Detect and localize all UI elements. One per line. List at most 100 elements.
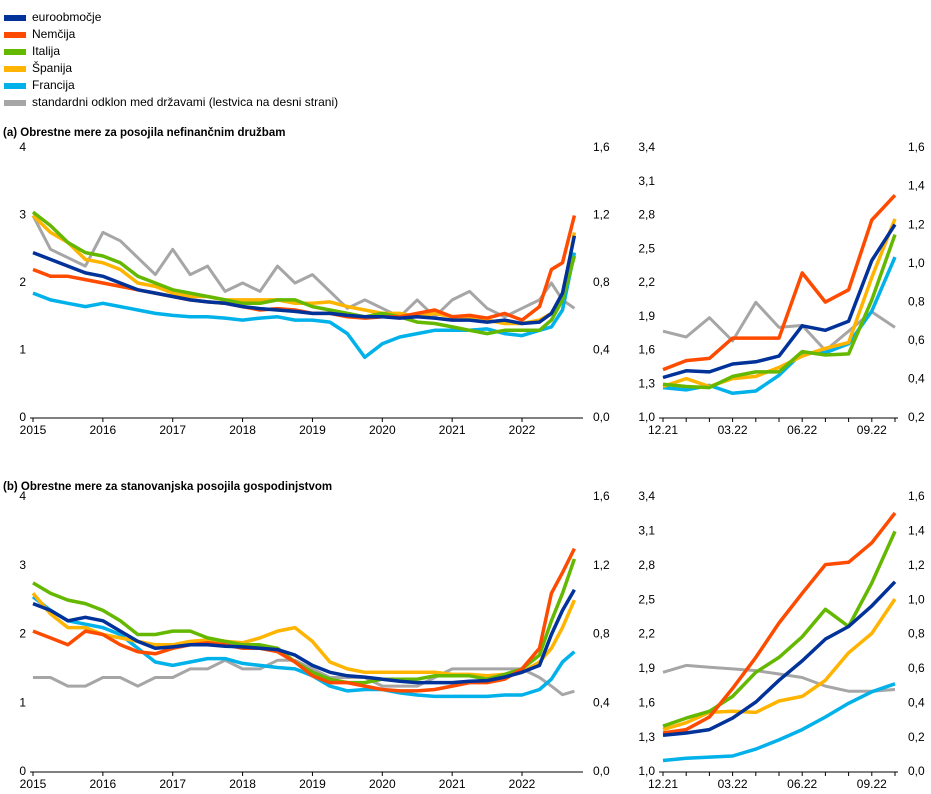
x-tick-label: 06.22 — [787, 777, 817, 791]
series-line — [662, 511, 897, 735]
y2-tick-label: 0,0 — [593, 764, 610, 778]
y2-tick-label: 1,6 — [593, 489, 610, 503]
x-tick-label: 12.21 — [648, 423, 678, 437]
y2-tick-label: 1,6 — [593, 140, 610, 154]
x-tick-label: 03.22 — [718, 777, 748, 791]
y-tick-label: 3 — [19, 208, 26, 222]
x-tick-label: 2022 — [509, 423, 536, 437]
series-line — [662, 223, 897, 380]
x-tick-label: 09.22 — [857, 423, 887, 437]
x-tick-label: 2018 — [229, 777, 256, 791]
y-tick-label: 2,2 — [638, 275, 655, 289]
x-tick-label: 2020 — [369, 777, 396, 791]
y-tick-label: 1,9 — [638, 661, 655, 675]
y2-tick-label: 0,2 — [908, 730, 925, 744]
legend-swatch — [4, 66, 26, 72]
x-tick-label: 2022 — [509, 777, 536, 791]
x-tick-label: 12.21 — [648, 777, 678, 791]
series-line — [32, 235, 577, 326]
y-tick-label: 2,8 — [638, 208, 655, 222]
x-tick-label: 2018 — [229, 423, 256, 437]
series-line — [662, 234, 897, 390]
y2-tick-label: 1,2 — [593, 208, 610, 222]
y2-tick-label: 1,6 — [908, 140, 925, 154]
y2-tick-label: 1,2 — [593, 558, 610, 572]
y-tick-label: 4 — [19, 489, 26, 503]
y2-tick-label: 1,2 — [908, 217, 925, 231]
y-tick-label: 1 — [19, 343, 26, 357]
y-tick-label: 1,3 — [638, 730, 655, 744]
y-tick-label: 2 — [19, 275, 26, 289]
legend-label: Nemčija — [32, 27, 76, 41]
y2-tick-label: 0,8 — [593, 275, 610, 289]
y2-tick-label: 0,0 — [908, 764, 925, 778]
series-line — [662, 682, 896, 763]
y2-tick-label: 0,4 — [908, 695, 925, 709]
y-tick-label: 2,5 — [638, 592, 655, 606]
y-tick-label: 3,4 — [638, 140, 655, 154]
y2-tick-label: 0,2 — [908, 410, 925, 424]
series-line — [32, 588, 576, 685]
series-line — [32, 558, 577, 685]
y2-tick-label: 0,4 — [593, 343, 610, 357]
x-tick-label: 09.22 — [857, 777, 887, 791]
legend-label: euroobmočje — [32, 10, 102, 24]
y2-tick-label: 0,6 — [908, 333, 925, 347]
series-line — [662, 218, 897, 389]
x-tick-label: 2019 — [299, 423, 326, 437]
series-line — [662, 598, 897, 732]
y2-tick-label: 1,0 — [908, 256, 925, 270]
series-line — [33, 658, 575, 697]
y-tick-label: 1,6 — [638, 343, 655, 357]
x-tick-label: 2021 — [439, 777, 466, 791]
x-tick-label: 06.22 — [787, 423, 817, 437]
legend-swatch — [4, 49, 26, 55]
x-tick-label: 2021 — [439, 423, 466, 437]
y2-tick-label: 0,4 — [908, 372, 925, 386]
series-line — [32, 547, 576, 693]
x-tick-label: 2016 — [90, 777, 117, 791]
chart-title: (a) Obrestne mere za posojila nefinančni… — [3, 127, 285, 139]
chart-title: (b) Obrestne mere za stanovanjska posoji… — [3, 481, 332, 493]
y-tick-label: 2,5 — [638, 241, 655, 255]
y-tick-label: 0 — [19, 410, 26, 424]
y-tick-label: 1,0 — [638, 764, 655, 778]
series-line — [662, 663, 896, 693]
x-tick-label: 2015 — [20, 777, 47, 791]
y2-tick-label: 1,6 — [908, 489, 925, 503]
y2-tick-label: 0,8 — [593, 627, 610, 641]
y-tick-label: 3,1 — [638, 174, 655, 188]
x-tick-label: 2017 — [159, 423, 186, 437]
y-tick-label: 2 — [19, 627, 26, 641]
x-tick-label: 2017 — [159, 777, 186, 791]
y2-tick-label: 1,4 — [908, 524, 925, 538]
y-tick-label: 2,2 — [638, 627, 655, 641]
y-tick-label: 0 — [19, 764, 26, 778]
x-tick-label: 2019 — [299, 777, 326, 791]
legend-swatch — [4, 100, 26, 106]
legend-label: Francija — [32, 78, 75, 92]
y2-tick-label: 1,0 — [908, 592, 925, 606]
y-tick-label: 1 — [19, 695, 26, 709]
x-tick-label: 2015 — [20, 423, 47, 437]
legend-label: Italija — [32, 44, 60, 58]
series-line — [662, 530, 897, 728]
legend-swatch — [4, 15, 26, 21]
y2-tick-label: 0,0 — [593, 410, 610, 424]
x-tick-label: 2016 — [90, 423, 117, 437]
y-tick-label: 1,3 — [638, 376, 655, 390]
legend-swatch — [4, 32, 26, 38]
series-line — [662, 580, 897, 738]
series-line — [31, 210, 577, 336]
y2-tick-label: 0,6 — [908, 661, 925, 675]
legend-swatch — [4, 83, 26, 89]
y-tick-label: 1,9 — [638, 309, 655, 323]
series-line — [662, 194, 897, 372]
y-tick-label: 3 — [19, 558, 26, 572]
y-tick-label: 1,6 — [638, 695, 655, 709]
y2-tick-label: 0,8 — [908, 294, 925, 308]
legend-label: Španija — [32, 60, 72, 75]
series-line — [31, 214, 577, 326]
y-tick-label: 3,4 — [638, 489, 655, 503]
